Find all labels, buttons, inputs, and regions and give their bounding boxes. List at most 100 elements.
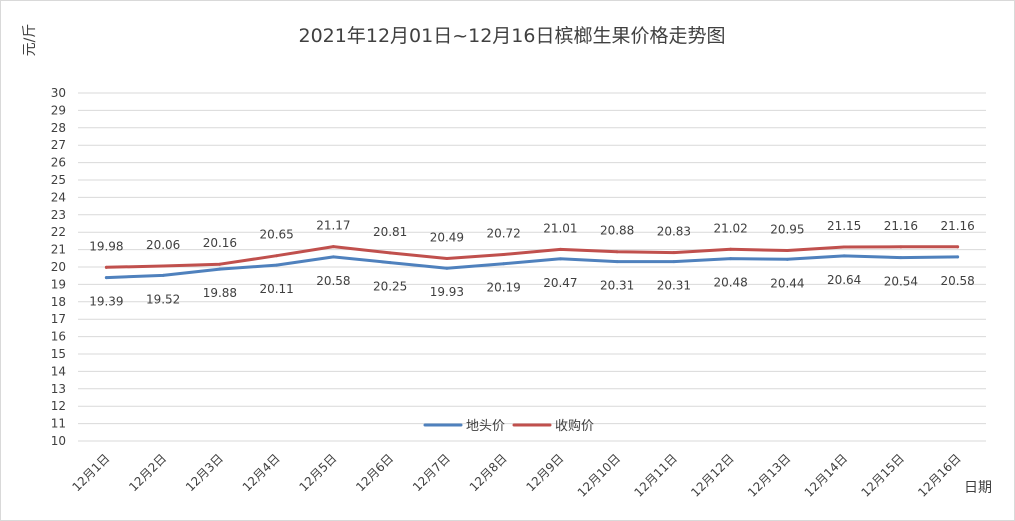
data-label: 20.25 bbox=[373, 280, 407, 294]
data-label: 20.19 bbox=[486, 281, 520, 295]
data-point bbox=[785, 257, 789, 261]
data-point bbox=[842, 254, 846, 258]
data-point bbox=[956, 245, 960, 249]
data-point bbox=[331, 255, 335, 259]
data-point bbox=[388, 251, 392, 255]
data-label: 20.31 bbox=[657, 279, 691, 293]
data-label: 20.49 bbox=[430, 230, 464, 244]
data-point bbox=[161, 273, 165, 277]
data-label: 21.01 bbox=[543, 221, 577, 235]
data-point bbox=[729, 257, 733, 261]
legend-label-0: 地头价 bbox=[466, 419, 505, 434]
data-point bbox=[502, 262, 506, 266]
y-tick-label: 20 bbox=[51, 260, 66, 274]
data-point bbox=[161, 264, 165, 268]
data-label: 20.64 bbox=[827, 273, 861, 287]
y-tick-label: 12 bbox=[51, 399, 66, 413]
series-lines bbox=[104, 245, 960, 280]
series-line-0 bbox=[104, 254, 960, 280]
y-tick-label: 19 bbox=[51, 277, 66, 291]
legend: 地头价 收购价 bbox=[423, 418, 594, 434]
data-point bbox=[842, 245, 846, 249]
y-tick-label: 24 bbox=[51, 190, 66, 204]
data-point bbox=[956, 255, 960, 259]
data-point bbox=[218, 262, 222, 266]
y-tick-label: 25 bbox=[51, 173, 66, 187]
data-point bbox=[275, 254, 279, 258]
data-point bbox=[275, 263, 279, 267]
data-label: 19.52 bbox=[146, 292, 180, 306]
data-label: 19.39 bbox=[89, 295, 123, 309]
y-tick-label: 21 bbox=[51, 243, 66, 257]
data-label: 20.88 bbox=[600, 224, 634, 238]
data-label: 20.48 bbox=[713, 276, 747, 290]
data-point bbox=[558, 247, 562, 251]
data-point bbox=[899, 245, 903, 249]
data-label: 20.58 bbox=[316, 274, 350, 288]
data-label: 20.83 bbox=[657, 225, 691, 239]
x-axis-label: 日期 bbox=[964, 480, 992, 496]
y-axis-label: 元/斤 bbox=[22, 24, 38, 57]
y-tick-label: 14 bbox=[51, 364, 66, 378]
data-label: 20.47 bbox=[543, 276, 577, 290]
data-point bbox=[104, 265, 108, 269]
data-label: 20.31 bbox=[600, 279, 634, 293]
data-point bbox=[615, 250, 619, 254]
data-label: 21.17 bbox=[316, 219, 350, 233]
data-label: 20.16 bbox=[203, 236, 237, 250]
y-tick-label: 23 bbox=[51, 208, 66, 222]
gridlines bbox=[78, 92, 986, 442]
data-point bbox=[615, 260, 619, 264]
data-label: 20.72 bbox=[486, 226, 520, 240]
data-label: 20.54 bbox=[884, 275, 918, 289]
data-point bbox=[502, 252, 506, 256]
data-point bbox=[672, 260, 676, 264]
data-label: 20.81 bbox=[373, 225, 407, 239]
y-tick-label: 15 bbox=[51, 347, 66, 361]
data-point bbox=[218, 267, 222, 271]
y-tick-label: 18 bbox=[51, 295, 66, 309]
data-point bbox=[785, 248, 789, 252]
y-tick-label: 29 bbox=[51, 103, 66, 117]
y-tick-label: 16 bbox=[51, 330, 66, 344]
data-label: 19.88 bbox=[203, 286, 237, 300]
series-line-1 bbox=[104, 245, 960, 269]
data-label: 20.11 bbox=[259, 282, 293, 296]
data-point bbox=[899, 256, 903, 260]
data-point bbox=[672, 251, 676, 255]
data-label: 19.93 bbox=[430, 285, 464, 299]
data-label: 21.02 bbox=[713, 221, 747, 235]
y-tick-label: 17 bbox=[51, 312, 66, 326]
data-point bbox=[445, 266, 449, 270]
y-tick-label: 27 bbox=[51, 138, 66, 152]
data-point bbox=[388, 261, 392, 265]
data-label: 20.95 bbox=[770, 222, 804, 236]
data-labels: 19.39 19.52 19.88 20.11 20.58 20.25 19.93 20.19… bbox=[89, 219, 975, 309]
data-label: 20.06 bbox=[146, 238, 180, 252]
data-point bbox=[331, 245, 335, 249]
data-label: 21.16 bbox=[884, 219, 918, 233]
data-label: 21.16 bbox=[940, 219, 974, 233]
y-tick-label: 28 bbox=[51, 121, 66, 135]
y-tick-label: 13 bbox=[51, 382, 66, 396]
chart-title: 2021年12月01日~12月16日槟榔生果价格走势图 bbox=[299, 25, 726, 47]
data-point bbox=[445, 256, 449, 260]
y-tick-label: 30 bbox=[51, 86, 66, 100]
y-tick-label: 22 bbox=[51, 225, 66, 239]
data-label: 21.15 bbox=[827, 219, 861, 233]
data-point bbox=[104, 276, 108, 280]
data-point bbox=[729, 247, 733, 251]
y-tick-label: 11 bbox=[51, 417, 66, 431]
legend-label-1: 收购价 bbox=[555, 418, 594, 434]
y-tick-label: 10 bbox=[51, 434, 66, 448]
data-label: 20.58 bbox=[940, 274, 974, 288]
data-label: 19.98 bbox=[89, 239, 123, 253]
data-label: 20.65 bbox=[259, 228, 293, 242]
y-axis-ticks: 10 11 12 13 14 15 16 17 18 19 20 21 22 23 24 25 26 27 28 29… bbox=[51, 86, 66, 448]
y-tick-label: 26 bbox=[51, 156, 66, 170]
data-point bbox=[558, 257, 562, 261]
data-label: 20.44 bbox=[770, 276, 804, 290]
